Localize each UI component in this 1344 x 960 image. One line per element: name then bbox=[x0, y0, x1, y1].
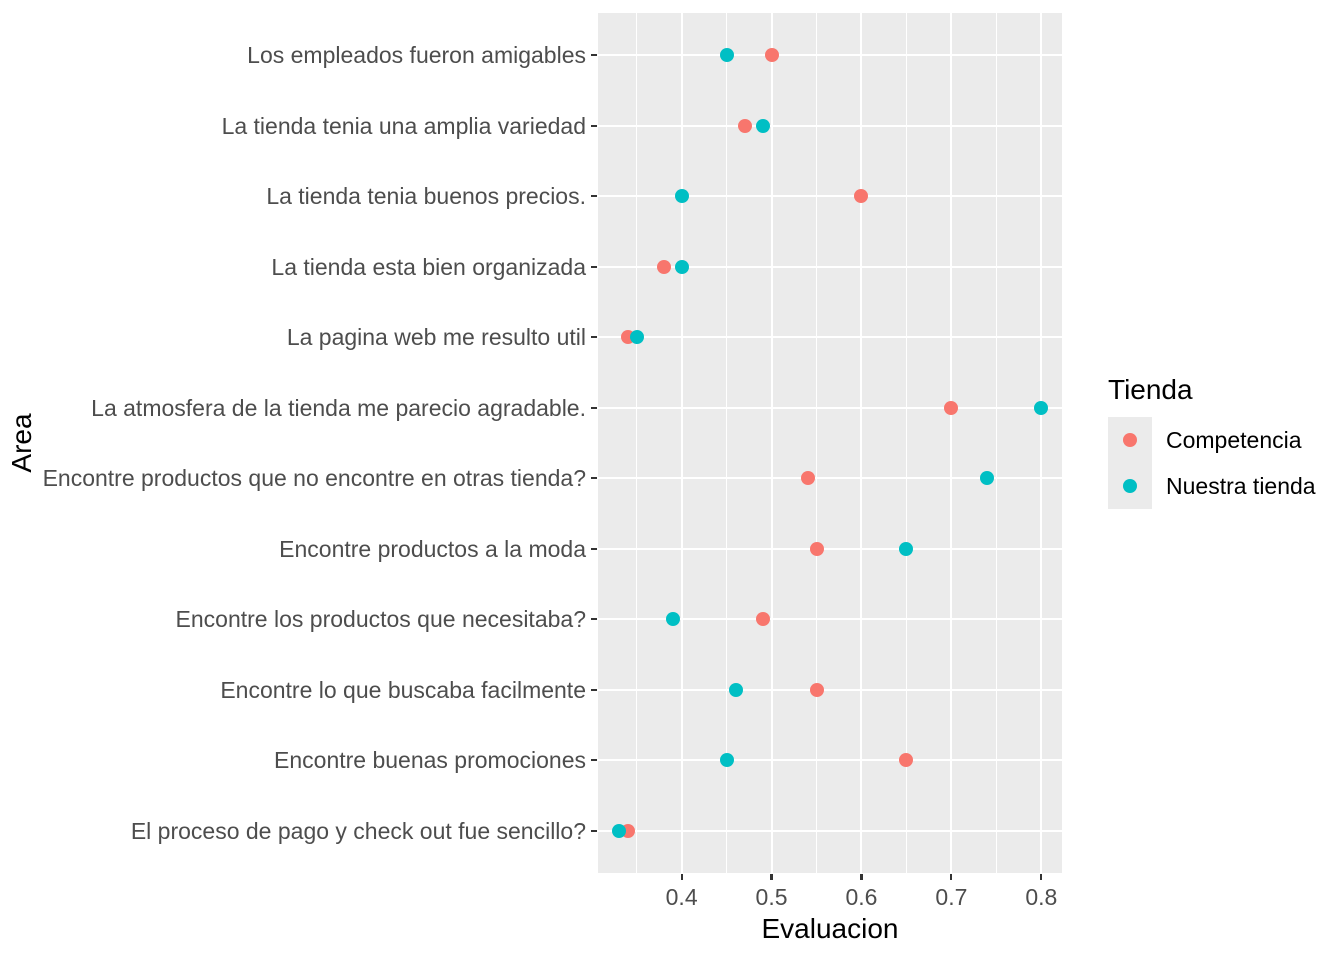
data-point-nuestra-tienda bbox=[629, 330, 644, 345]
grid-line-major bbox=[598, 477, 1062, 480]
grid-line-major bbox=[598, 336, 1062, 339]
y-axis-label: El proceso de pago y check out fue senci… bbox=[130, 817, 586, 844]
data-point-competencia bbox=[809, 541, 824, 556]
y-axis-label: Encontre productos a la moda bbox=[279, 535, 586, 562]
y-axis-tick bbox=[591, 829, 597, 832]
y-axis-label: Los empleados fueron amigables bbox=[247, 42, 586, 69]
y-axis-labels: Los empleados fueron amigables La tienda … bbox=[0, 13, 586, 873]
grid-line-major bbox=[770, 13, 773, 873]
y-axis-label: Encontre productos que no encontre en ot… bbox=[42, 465, 586, 492]
legend-item: Competencia bbox=[1108, 417, 1316, 463]
grid-line-major bbox=[680, 13, 683, 873]
x-axis-title: Evaluacion bbox=[761, 913, 899, 944]
y-axis-label: La atmosfera de la tienda me parecio agr… bbox=[91, 394, 586, 421]
y-axis-tick bbox=[591, 54, 597, 57]
y-axis-label: Encontre lo que buscaba facilmente bbox=[220, 676, 586, 703]
x-axis-tick-label: 0.8 bbox=[1025, 884, 1058, 910]
legend-dot-icon bbox=[1123, 433, 1137, 447]
grid-line-major bbox=[598, 54, 1062, 57]
data-point-nuestra-tienda bbox=[719, 48, 734, 63]
x-axis-tick-label: 0.5 bbox=[755, 884, 788, 910]
legend-key bbox=[1108, 417, 1152, 463]
grid-line-minor bbox=[815, 13, 818, 873]
grid-line-major bbox=[598, 829, 1062, 832]
y-axis-label: La pagina web me resulto util bbox=[286, 324, 586, 351]
legend-items: Competencia Nuestra tienda bbox=[1108, 417, 1316, 509]
data-point-competencia bbox=[656, 259, 671, 274]
legend-item-label: Competencia bbox=[1166, 426, 1302, 453]
legend-key bbox=[1108, 463, 1152, 509]
data-point-nuestra-tienda bbox=[1034, 400, 1049, 415]
grid-line-minor bbox=[635, 13, 638, 873]
data-point-nuestra-tienda bbox=[665, 612, 680, 627]
y-axis-tick bbox=[591, 618, 597, 621]
legend-item-label: Nuestra tienda bbox=[1166, 472, 1316, 499]
grid-line-major bbox=[598, 406, 1062, 409]
y-axis-tick bbox=[591, 406, 597, 409]
x-axis-tick bbox=[860, 874, 863, 880]
x-axis-tick-label: 0.6 bbox=[845, 884, 878, 910]
grid-line-major bbox=[598, 688, 1062, 691]
x-axis-tick-label: 0.7 bbox=[935, 884, 968, 910]
x-axis-tick bbox=[950, 874, 953, 880]
grid-line-major bbox=[950, 13, 953, 873]
data-point-competencia bbox=[764, 48, 779, 63]
data-point-nuestra-tienda bbox=[899, 541, 914, 556]
data-point-competencia bbox=[899, 753, 914, 768]
plot-panel bbox=[598, 13, 1062, 873]
grid-line-major bbox=[598, 265, 1062, 268]
legend-item: Nuestra tienda bbox=[1108, 463, 1316, 509]
grid-line-major bbox=[598, 759, 1062, 762]
data-point-nuestra-tienda bbox=[719, 753, 734, 768]
grid-line-minor bbox=[995, 13, 998, 873]
y-axis-label: La tienda esta bien organizada bbox=[271, 253, 586, 280]
y-axis-tick bbox=[591, 547, 597, 550]
y-axis-tick bbox=[591, 265, 597, 268]
legend-title: Tienda bbox=[1108, 374, 1193, 405]
x-axis-tick bbox=[770, 874, 773, 880]
grid-line-major bbox=[1040, 13, 1043, 873]
data-point-competencia bbox=[755, 612, 770, 627]
y-axis-label: La tienda tenia una amplia variedad bbox=[221, 112, 586, 139]
data-point-nuestra-tienda bbox=[755, 118, 770, 133]
y-axis-label: La tienda tenia buenos precios. bbox=[266, 183, 586, 210]
grid-line-major bbox=[598, 618, 1062, 621]
grid-line-minor bbox=[905, 13, 908, 873]
data-point-competencia bbox=[809, 682, 824, 697]
y-axis-label: Encontre buenas promociones bbox=[274, 747, 586, 774]
legend: Tienda Competencia Nuestra tienda bbox=[1108, 374, 1316, 509]
data-point-nuestra-tienda bbox=[728, 682, 743, 697]
legend-dot-icon bbox=[1123, 479, 1137, 493]
y-axis-tick bbox=[591, 477, 597, 480]
y-axis-tick bbox=[591, 688, 597, 691]
y-axis-label: Encontre los productos que necesitaba? bbox=[175, 606, 586, 633]
x-axis-tick-label: 0.4 bbox=[665, 884, 698, 910]
grid-line-major bbox=[598, 124, 1062, 127]
data-point-competencia bbox=[737, 118, 752, 133]
data-point-nuestra-tienda bbox=[674, 189, 689, 204]
y-axis-tick bbox=[591, 336, 597, 339]
grid-line-major bbox=[598, 547, 1062, 550]
data-point-nuestra-tienda bbox=[611, 823, 626, 838]
data-point-nuestra-tienda bbox=[980, 471, 995, 486]
x-axis-tick bbox=[680, 874, 683, 880]
data-point-competencia bbox=[944, 400, 959, 415]
data-point-competencia bbox=[854, 189, 869, 204]
grid-line-major bbox=[598, 195, 1062, 198]
x-axis-tick bbox=[1040, 874, 1043, 880]
data-point-competencia bbox=[800, 471, 815, 486]
y-axis-tick bbox=[591, 195, 597, 198]
data-point-nuestra-tienda bbox=[674, 259, 689, 274]
grid-line-minor bbox=[725, 13, 728, 873]
y-axis-title: Area bbox=[6, 413, 37, 473]
y-axis-tick bbox=[591, 759, 597, 762]
y-axis-tick bbox=[591, 124, 597, 127]
grid-line-major bbox=[860, 13, 863, 873]
